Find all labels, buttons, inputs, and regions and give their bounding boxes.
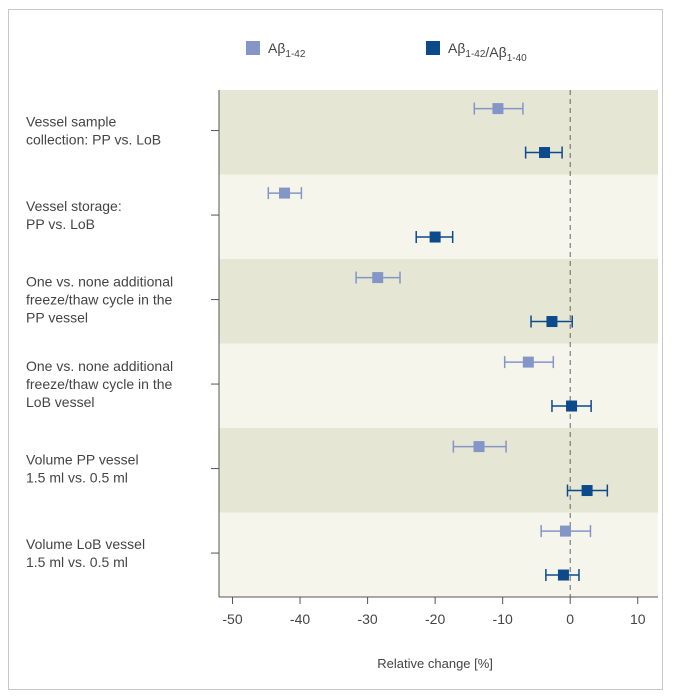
legend: Aβ1-42 Aβ1-42/Aβ1-40 (246, 40, 527, 64)
point-marker (546, 316, 558, 328)
category-label: Volume LoB vessel 1.5 ml vs. 0.5 ml (26, 536, 145, 570)
row-band (219, 428, 658, 513)
row-band (219, 512, 658, 597)
category-label: One vs. none additional freeze/thaw cycle… (26, 274, 173, 326)
x-tick-label: 0 (566, 611, 574, 627)
row-band (219, 343, 658, 428)
legend-swatch-ratio (426, 41, 440, 55)
point-marker (581, 485, 593, 497)
category-label: Vessel sample collection: PP vs. LoB (26, 114, 161, 148)
point-marker (429, 231, 441, 243)
point-marker (279, 187, 291, 199)
category-label: Vessel storage: PP vs. LoB (26, 198, 122, 232)
point-marker (557, 569, 569, 581)
row-band (219, 174, 658, 259)
row-bands (219, 90, 658, 597)
point-marker (473, 441, 485, 453)
axes (211, 90, 658, 604)
point-marker (492, 103, 504, 115)
x-tick-label: -50 (222, 611, 242, 627)
row-band (219, 259, 658, 344)
point-marker (566, 400, 578, 412)
series-ratio (415, 146, 609, 582)
point-marker (522, 356, 534, 368)
series-ab42 (267, 102, 592, 538)
category-label: One vs. none additional freeze/thaw cycle… (26, 358, 173, 410)
x-tick-label: -40 (290, 611, 310, 627)
point-marker (539, 147, 551, 159)
x-tick-label: -30 (357, 611, 377, 627)
legend-label-ab42: Aβ1-42 (268, 40, 306, 60)
legend-swatch-ab42 (246, 41, 260, 55)
row-band (219, 90, 658, 175)
x-tick-label: 10 (630, 611, 646, 627)
x-axis-title: Relative change [%] (377, 656, 493, 671)
legend-label-ratio: Aβ1-42/Aβ1-40 (448, 40, 527, 64)
point-marker (559, 525, 571, 537)
x-tick-label: -10 (493, 611, 513, 627)
category-label: Volume PP vessel 1.5 ml vs. 0.5 ml (26, 452, 139, 486)
x-tick-label: -20 (425, 611, 445, 627)
point-marker (372, 272, 384, 284)
